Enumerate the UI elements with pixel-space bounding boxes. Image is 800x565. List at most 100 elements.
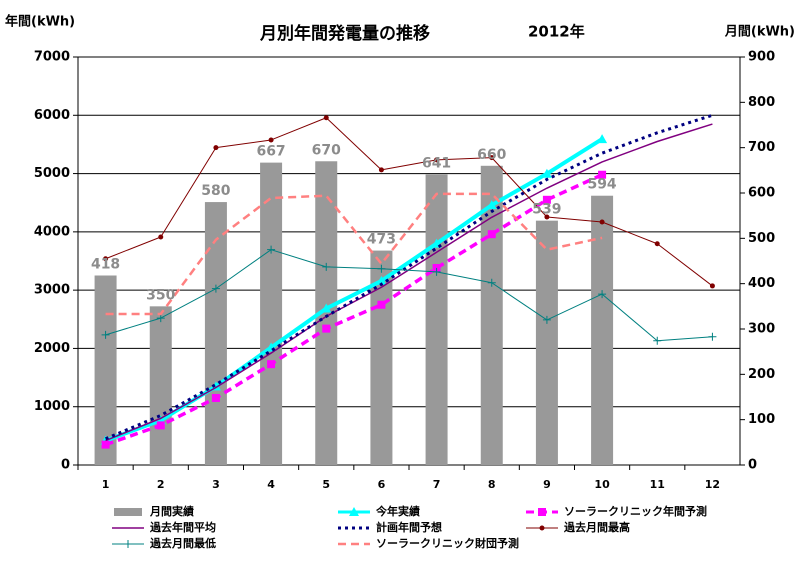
line-marker xyxy=(539,525,545,531)
line-marker xyxy=(486,200,497,210)
line-marker xyxy=(598,170,607,179)
line-marker xyxy=(544,214,550,220)
line xyxy=(105,249,713,342)
x-tick-label: 11 xyxy=(650,478,665,491)
line-marker xyxy=(598,290,607,299)
line-marker xyxy=(542,195,551,204)
y2-tick-label: 300 xyxy=(748,322,775,337)
y2-tick-label: 600 xyxy=(748,186,775,201)
value-label: 539 xyxy=(532,202,561,218)
line-marker xyxy=(267,360,276,369)
chart-title: 月別年間発電量の推移 xyxy=(259,23,430,44)
y2-tick-label: 200 xyxy=(748,367,775,382)
y-tick-label: 0 xyxy=(61,458,70,473)
legend-label: 計画年間予想 xyxy=(376,520,442,534)
line-marker xyxy=(654,241,660,247)
y-tick-label: 5000 xyxy=(34,166,70,181)
y2-tick-label: 900 xyxy=(748,50,775,65)
bar xyxy=(315,161,338,465)
x-tick-label: 5 xyxy=(322,478,330,491)
bar xyxy=(94,275,117,465)
legend-label: 過去月間最高 xyxy=(563,520,630,534)
y-tick-label: 4000 xyxy=(34,224,70,239)
line-marker xyxy=(101,440,110,449)
value-label: 660 xyxy=(477,147,506,163)
line-marker xyxy=(268,137,274,143)
y2-tick-label: 400 xyxy=(748,276,775,291)
line-marker xyxy=(211,393,220,402)
x-tick-label: 2 xyxy=(157,478,165,491)
y-tick-label: 3000 xyxy=(34,283,70,298)
line-marker xyxy=(211,284,220,293)
line-marker xyxy=(156,421,165,430)
y2-tick-label: 700 xyxy=(748,140,775,155)
legend-label: ソーラークリニック財団予測 xyxy=(376,536,519,550)
bar xyxy=(260,162,283,466)
y-tick-label: 6000 xyxy=(34,108,70,123)
legend-label: 月間実績 xyxy=(149,504,194,518)
line-marker xyxy=(708,332,717,341)
line-marker xyxy=(213,145,219,151)
bar xyxy=(591,195,614,465)
line-marker xyxy=(124,540,132,548)
line-marker xyxy=(597,134,608,144)
line-marker xyxy=(653,336,662,345)
line-marker xyxy=(432,267,441,276)
line-marker xyxy=(323,115,329,121)
chart-subtitle: 2012年 xyxy=(528,23,585,41)
y-tick-label: 2000 xyxy=(34,341,70,356)
line-marker xyxy=(378,167,384,173)
line-marker xyxy=(156,314,165,323)
line-marker xyxy=(103,256,109,262)
y2-tick-label: 800 xyxy=(748,95,775,110)
line-marker xyxy=(434,157,440,163)
bar xyxy=(535,220,558,465)
line-marker xyxy=(322,262,331,271)
legend-label: 今年実績 xyxy=(375,504,420,518)
legend-label: 過去月間最低 xyxy=(149,536,216,550)
line-marker xyxy=(158,234,164,240)
value-label: 418 xyxy=(91,257,120,273)
value-label: 473 xyxy=(367,232,396,248)
x-tick-label: 1 xyxy=(102,478,110,491)
bar xyxy=(204,202,227,466)
line-marker xyxy=(541,168,552,178)
line xyxy=(105,123,713,442)
line-marker xyxy=(377,300,386,309)
line-marker xyxy=(487,278,496,287)
x-tick-label: 6 xyxy=(378,478,386,491)
value-label: 641 xyxy=(422,155,451,171)
value-label: 670 xyxy=(312,142,341,158)
line-marker xyxy=(377,264,386,273)
y-tick-label: 1000 xyxy=(34,399,70,414)
x-tick-label: 3 xyxy=(212,478,220,491)
value-label: 350 xyxy=(146,287,175,303)
y2-tick-label: 0 xyxy=(748,458,757,473)
line-marker xyxy=(349,507,359,516)
line-marker xyxy=(322,324,331,333)
x-tick-label: 9 xyxy=(543,478,551,491)
legend-label: 過去年間平均 xyxy=(149,520,216,534)
bar xyxy=(425,174,448,465)
value-label: 594 xyxy=(587,177,616,193)
x-tick-label: 12 xyxy=(705,478,720,491)
bar xyxy=(480,165,503,466)
value-label: 667 xyxy=(256,144,285,160)
line-marker xyxy=(542,315,551,324)
line-marker xyxy=(101,330,110,339)
x-tick-label: 7 xyxy=(433,478,441,491)
x-tick-label: 10 xyxy=(594,478,610,491)
y-tick-label: 7000 xyxy=(34,50,70,65)
line-marker xyxy=(321,303,332,313)
line xyxy=(105,173,603,447)
line xyxy=(105,192,603,316)
bar xyxy=(370,250,393,465)
bar xyxy=(149,306,172,465)
line-marker xyxy=(376,275,387,285)
line-marker xyxy=(487,230,496,239)
legend-label: ソーラークリニック年間予測 xyxy=(564,504,707,518)
value-label: 580 xyxy=(201,183,230,199)
y2-tick-label: 500 xyxy=(748,231,775,246)
line xyxy=(104,113,713,441)
